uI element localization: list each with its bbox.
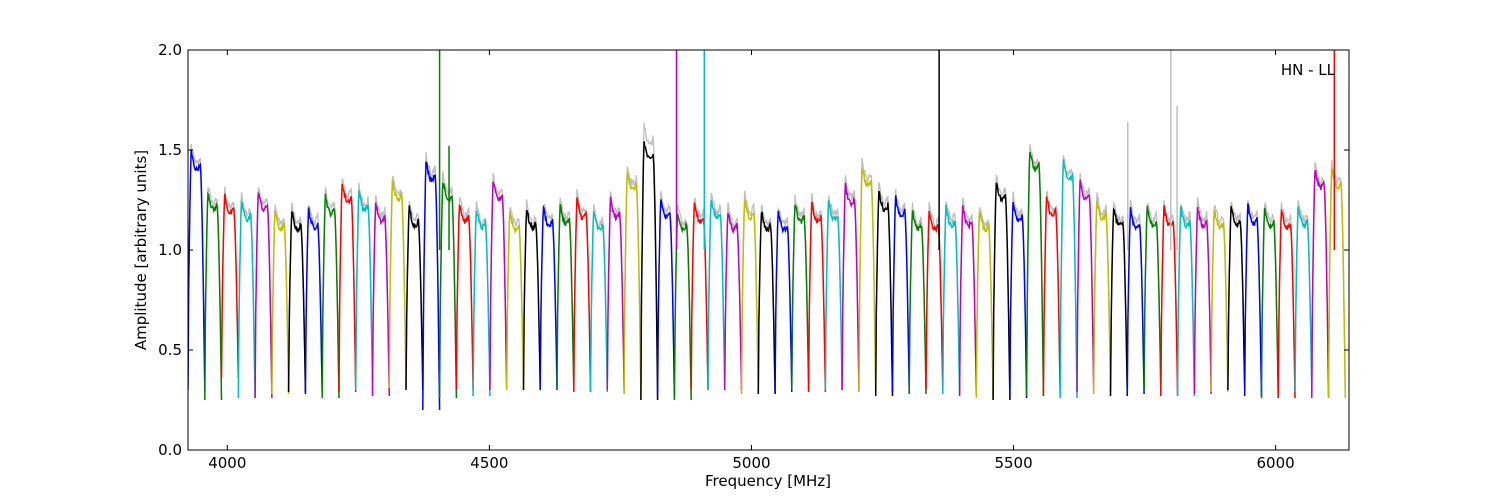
band-trace	[304, 207, 323, 395]
band-trace	[1327, 167, 1347, 399]
band-trace	[354, 190, 374, 391]
band-trace	[1227, 205, 1246, 391]
band-trace	[891, 195, 910, 393]
band-trace	[690, 202, 709, 391]
band-trace	[757, 211, 776, 395]
band-trace	[287, 211, 307, 393]
band-trace	[723, 212, 743, 391]
band-trace	[237, 199, 256, 399]
panel-annotation: HN - LL	[1281, 61, 1336, 79]
band-trace	[405, 205, 424, 391]
band-trace	[1277, 208, 1296, 399]
band-trace	[1059, 159, 1078, 399]
band-trace	[489, 181, 508, 391]
band-trace	[1143, 205, 1162, 393]
band-trace	[539, 204, 558, 391]
band-trace	[1092, 200, 1112, 395]
band-trace	[505, 211, 525, 391]
band-trace	[472, 210, 491, 397]
band-trace	[1260, 207, 1279, 399]
band-trace	[992, 182, 1011, 401]
x-tick-label: 5000	[732, 454, 770, 472]
y-tick-label: 1.5	[158, 141, 182, 159]
band-trace	[1193, 206, 1212, 395]
band-trace	[707, 199, 726, 391]
band-trace	[438, 182, 458, 399]
band-trace	[1243, 203, 1263, 397]
band-trace	[188, 149, 206, 391]
band-trace	[1025, 151, 1045, 397]
band-trace	[271, 211, 290, 395]
x-tick-label: 4000	[208, 454, 246, 472]
band-trace	[338, 183, 357, 393]
band-trace	[975, 211, 994, 399]
band-trace	[606, 196, 625, 391]
y-tick-label: 0.5	[158, 341, 182, 359]
band-trace	[388, 179, 407, 389]
band-trace	[858, 168, 877, 393]
band-trace	[942, 204, 961, 395]
x-tick-label: 5500	[994, 454, 1032, 472]
x-tick-label: 6000	[1257, 454, 1295, 472]
band-trace	[656, 199, 676, 397]
band-trace	[807, 201, 827, 393]
band-traces	[188, 50, 1347, 411]
y-tick-label: 2.0	[158, 41, 182, 59]
band-trace	[1176, 206, 1196, 397]
band-trace	[841, 182, 860, 391]
x-tick-label: 4500	[470, 454, 508, 472]
band-trace	[455, 204, 474, 391]
band-trace	[1210, 209, 1229, 393]
band-trace	[204, 191, 223, 401]
band-trace	[254, 191, 273, 399]
band-trace	[1009, 201, 1028, 399]
band-trace	[321, 193, 340, 399]
band-trace	[589, 211, 609, 393]
band-trace	[1311, 169, 1330, 399]
band-trace	[740, 199, 760, 395]
band-trace	[640, 141, 659, 401]
band-trace	[573, 197, 592, 393]
band-trace	[1126, 207, 1145, 395]
band-trace	[220, 193, 240, 379]
x-axis-label: Frequency [MHz]	[705, 472, 831, 490]
band-trace	[908, 210, 927, 395]
band-trace	[1076, 179, 1095, 393]
band-trace	[791, 204, 810, 391]
band-trace	[774, 210, 793, 393]
band-trace	[623, 172, 642, 395]
band-trace	[1109, 207, 1129, 397]
band-trace	[422, 161, 441, 411]
axis-ticks: 4000 4500 5000 5500 6000 0.0 0.5 1.0 1.5 2.0	[158, 41, 1349, 472]
y-axis-label: Amplitude [arbitrary units]	[132, 150, 150, 350]
band-trace	[522, 209, 541, 391]
y-tick-label: 1.0	[158, 241, 182, 259]
band-trace	[958, 205, 978, 397]
band-trace	[556, 203, 575, 391]
band-trace	[1042, 196, 1061, 397]
band-trace	[1160, 205, 1179, 397]
band-trace	[824, 200, 843, 391]
band-trace	[1294, 206, 1313, 393]
band-trace	[874, 190, 894, 397]
band-trace	[925, 210, 944, 391]
band-trace	[371, 202, 391, 397]
y-tick-label: 0.0	[158, 441, 182, 459]
